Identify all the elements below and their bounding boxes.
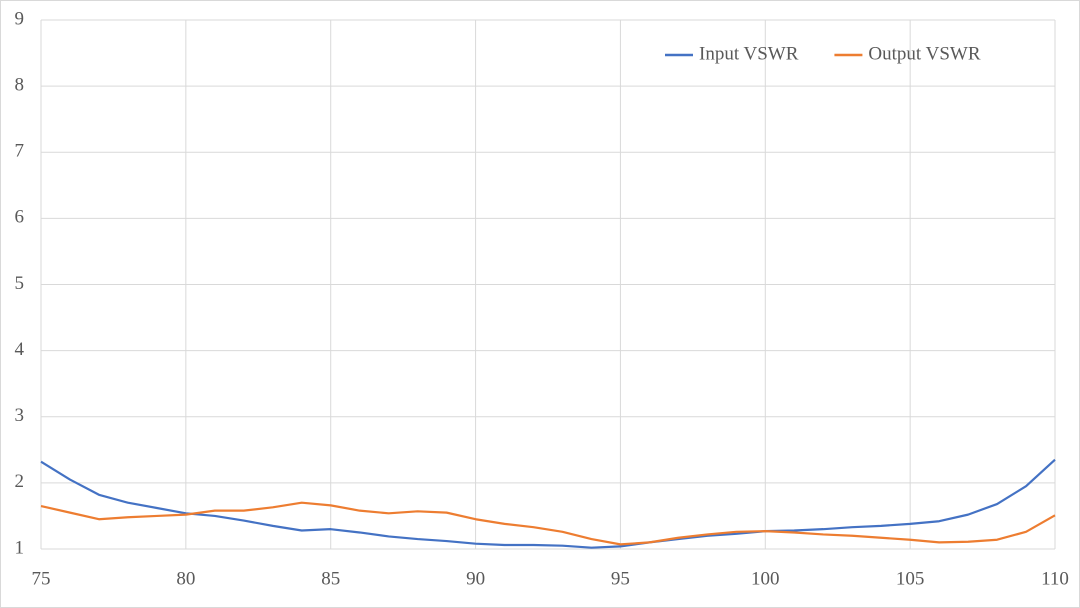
x-tick-label: 90 bbox=[466, 568, 485, 589]
x-tick-label: 105 bbox=[896, 568, 925, 589]
data-line bbox=[40, 501, 1056, 546]
x-tick-label: 110 bbox=[1041, 568, 1069, 589]
legend-label: Output VSWR bbox=[868, 43, 980, 64]
y-tick-label: 7 bbox=[15, 141, 25, 162]
y-tick-label: 5 bbox=[15, 273, 25, 294]
x-tick-label: 85 bbox=[321, 568, 340, 589]
x-tick-label: 100 bbox=[751, 568, 780, 589]
y-tick-label: 8 bbox=[15, 74, 25, 95]
legend-label: Input VSWR bbox=[699, 43, 799, 64]
y-tick-label: 4 bbox=[15, 339, 25, 360]
y-tick-label: 1 bbox=[15, 537, 25, 558]
x-tick-label: 95 bbox=[611, 568, 630, 589]
x-tick-label: 75 bbox=[32, 568, 51, 589]
y-tick-label: 2 bbox=[15, 471, 25, 492]
y-tick-label: 6 bbox=[15, 207, 25, 228]
data-line bbox=[40, 458, 1056, 549]
y-tick-label: 9 bbox=[15, 8, 25, 29]
y-tick-label: 3 bbox=[15, 405, 25, 426]
x-tick-label: 80 bbox=[176, 568, 195, 589]
